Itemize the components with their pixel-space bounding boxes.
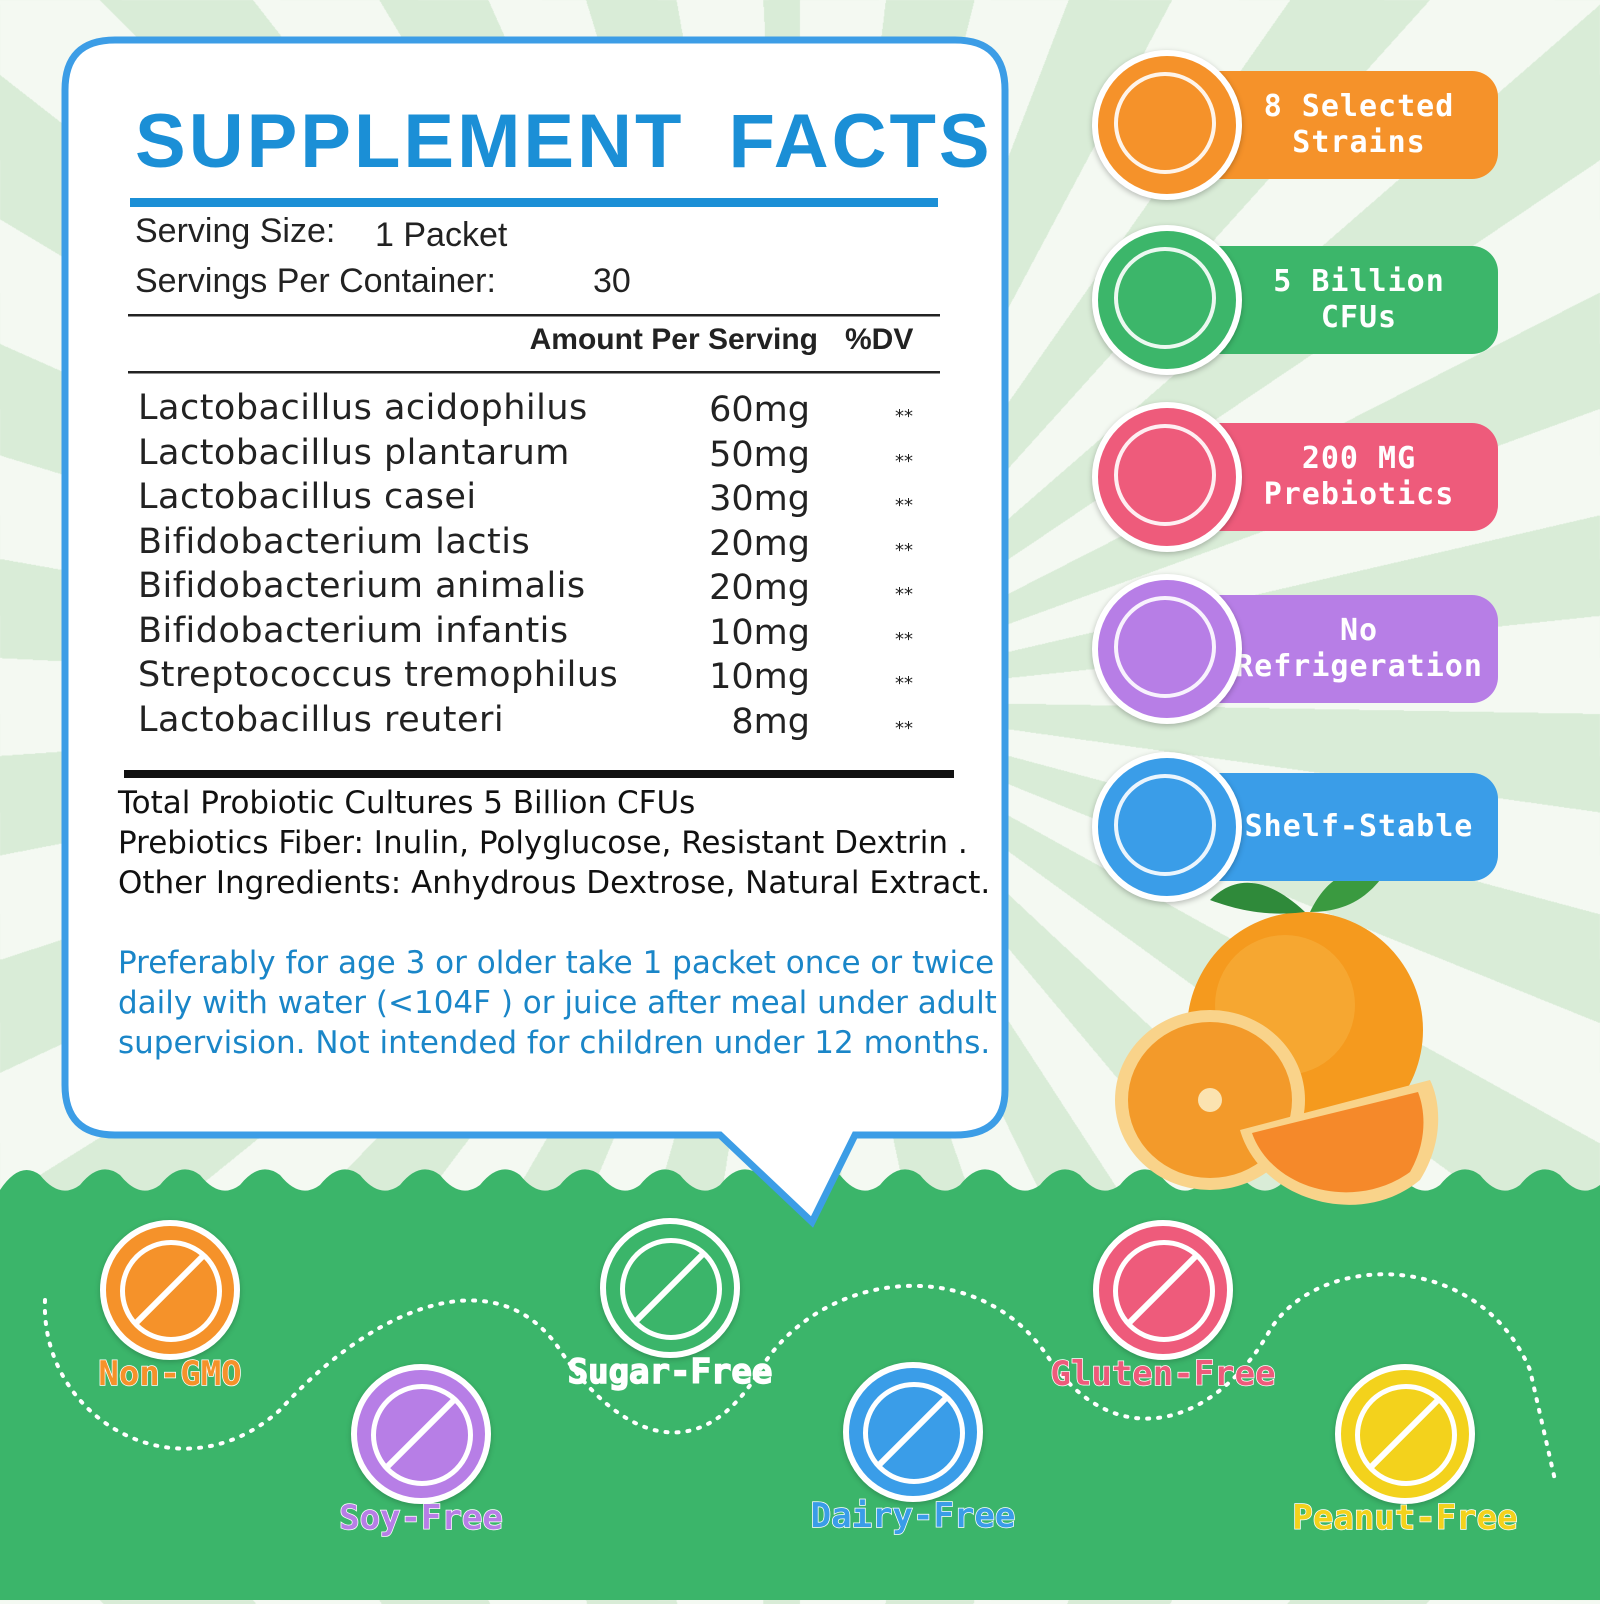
ingredient-name: Bifidobacterium lactis [138,521,531,562]
badge-icon [1335,1364,1475,1504]
feature-label: 8 Selected Strains [1263,89,1455,160]
thick-rule [124,770,954,778]
note-line: Prebiotics Fiber: Inulin, Polyglucose, R… [118,825,968,861]
badge: Non-GMO [40,1220,300,1460]
column-header: Amount Per Serving [529,323,818,356]
ingredient-name: Lactobacillus plantarum [138,432,570,473]
badge-label: Non-GMO [98,1353,243,1395]
badge: Dairy-Free [783,1362,1043,1602]
ingredient-name: Bifidobacterium animalis [138,566,586,606]
feature-icon [1092,752,1242,902]
daily-value: ** [895,628,913,650]
badge-label: Sugar-Free [567,1351,773,1393]
serving-size-value: 1 Packet [375,216,508,254]
daily-value: ** [895,450,913,472]
rule [128,371,940,374]
ingredient-amount: 10mg [709,657,810,697]
note-line: Total Probiotic Cultures 5 Billion CFUs [118,785,696,821]
badge-icon [600,1218,740,1358]
badge-icon [100,1220,240,1360]
badge-label: Peanut-Free [1292,1497,1519,1539]
badge: Gluten-Free [1033,1220,1293,1460]
badge-icon [843,1362,983,1502]
ingredient-amount: 20mg [709,523,810,564]
servings-value: 30 [593,262,631,300]
rule [128,314,940,317]
feature: 8 Selected Strains [1092,50,1498,200]
daily-value: ** [895,406,913,427]
ingredient-amount: 8mg [731,701,810,742]
feature-icon [1092,402,1242,552]
ingredient-amount: 20mg [709,568,810,608]
speech-bubble [61,36,1009,1228]
ingredient-amount: 30mg [709,479,810,519]
ingredient-amount: 50mg [709,434,810,475]
notes: Total Probiotic Cultures 5 Billion CFUs P… [118,783,998,903]
badge-label: Dairy-Free [810,1495,1016,1537]
badge: Soy-Free [291,1364,551,1604]
daily-value: ** [895,673,913,694]
ingredient-amount: 10mg [709,612,810,653]
servings-label: Servings Per Container: [135,262,496,300]
directions: Preferably for age 3 or older take 1 pac… [118,945,997,1061]
orange-fruit [1115,872,1439,1205]
feature: Shelf-Stable [1092,752,1498,902]
note-line: Other Ingredients: Anhydrous Dextrose, N… [118,865,991,901]
feature-label: No Refrigeration [1235,613,1483,684]
badge: Sugar-Free [540,1218,800,1458]
ingredient-name: Lactobacillus reuteri [138,699,505,740]
feature-icon [1092,574,1242,724]
feature: 5 Billion CFUs [1092,225,1498,375]
feature-label: 200 MG Prebiotics [1263,441,1455,512]
serving-size-label: Serving Size: [135,212,336,250]
feature-label: Shelf-Stable [1244,809,1474,844]
feature-label: 5 Billion CFUs [1273,264,1445,335]
badge-icon [1093,1220,1233,1360]
daily-value: ** [895,495,913,516]
badge-label: Gluten-Free [1050,1353,1277,1395]
dotted-path [42,1272,1557,1482]
feature-icon [1092,50,1242,200]
daily-value: ** [895,584,913,605]
ingredient-name: Lactobacillus casei [138,477,477,517]
feature-icon [1092,225,1242,375]
ingredient-name: Bifidobacterium infantis [138,610,569,651]
title: SUPPLEMENT FACTS [135,99,993,184]
ingredient-name: Lactobacillus acidophilus [138,388,588,428]
column-header: %DV [845,323,914,356]
daily-value: ** [895,717,913,739]
feature: 200 MG Prebiotics [1092,402,1498,552]
badge-label: Soy-Free [338,1497,503,1539]
title-rule [130,198,938,207]
badge: Peanut-Free [1275,1364,1535,1604]
ingredient-amount: 60mg [709,390,810,430]
feature: No Refrigeration [1092,574,1498,724]
daily-value: ** [895,539,913,561]
ingredient-name: Streptococcus tremophilus [138,655,619,695]
badge-icon [351,1364,491,1504]
